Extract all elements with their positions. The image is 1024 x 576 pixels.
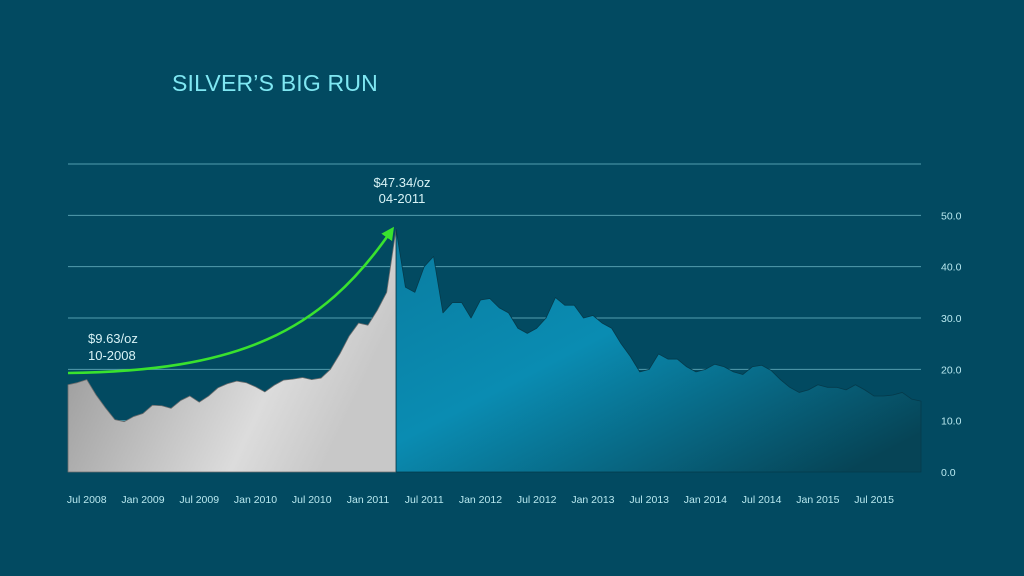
y-tick-label: 20.0 <box>941 364 962 376</box>
x-tick-label: Jan 2009 <box>121 494 164 506</box>
x-tick-label: Jan 2010 <box>234 494 277 506</box>
x-tick-label: Jan 2015 <box>796 494 839 506</box>
chart-title: SILVER’S BIG RUN <box>172 70 378 96</box>
y-tick-label: 50.0 <box>941 210 962 222</box>
annotation-date: 10-2008 <box>88 348 136 363</box>
decline-area <box>395 228 922 473</box>
x-tick-label: Jul 2012 <box>517 494 557 506</box>
annotation-price: $9.63/oz <box>88 331 138 346</box>
x-tick-label: Jul 2011 <box>405 494 444 506</box>
x-tick-label: Jul 2009 <box>179 494 219 506</box>
y-tick-label: 40.0 <box>941 262 962 274</box>
y-tick-label: 30.0 <box>941 313 962 325</box>
growth-arrow <box>67 226 395 375</box>
x-tick-label: Jan 2011 <box>347 494 390 506</box>
y-tick-label: 10.0 <box>941 416 962 428</box>
annotation-price: $47.34/oz <box>373 175 430 190</box>
x-tick-label: Jul 2015 <box>854 494 894 506</box>
x-tick-label: Jan 2013 <box>571 494 614 506</box>
y-tick-label: 0.0 <box>941 467 956 479</box>
annotation-date: 04-2011 <box>379 191 426 206</box>
x-tick-label: Jul 2008 <box>67 494 107 506</box>
x-tick-label: Jul 2013 <box>629 494 669 506</box>
x-tick-label: Jul 2014 <box>742 494 782 506</box>
x-tick-label: Jan 2014 <box>684 494 727 506</box>
x-tick-label: Jan 2012 <box>459 494 502 506</box>
run-area <box>67 228 397 473</box>
x-tick-label: Jul 2010 <box>292 494 332 506</box>
